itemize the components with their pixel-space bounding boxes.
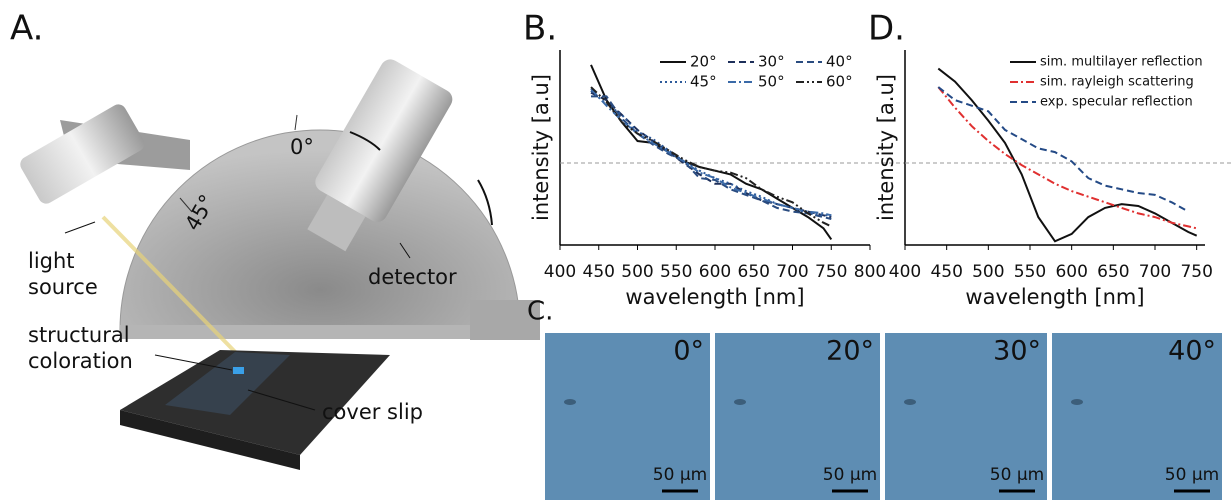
- y-axis-title: intensity [a.u]: [874, 74, 898, 221]
- label: source: [28, 275, 98, 299]
- x-tick-label: 700: [1139, 262, 1171, 282]
- panel-letter: D.: [868, 9, 905, 49]
- series-line: [590, 91, 832, 219]
- x-tick-label: 500: [621, 262, 653, 282]
- angle-label: 0°: [673, 336, 704, 367]
- panel-letter: A.: [10, 9, 43, 49]
- x-tick-label: 800: [854, 262, 886, 282]
- series-line: [937, 67, 1198, 243]
- label: coloration: [28, 349, 133, 373]
- legend-label: sim. rayleigh scattering: [1040, 75, 1194, 90]
- series-line: [590, 90, 832, 217]
- x-tick-label: 650: [1097, 262, 1129, 282]
- speck: [1071, 399, 1083, 405]
- speck: [734, 399, 746, 405]
- x-tick-label: 450: [583, 262, 615, 282]
- scale-label: 50 µm: [1165, 465, 1219, 485]
- panel-letter: B.: [523, 9, 557, 49]
- legend-label: 40°: [826, 53, 853, 71]
- x-tick-label: 750: [815, 262, 847, 282]
- x-tick-label: 550: [660, 262, 692, 282]
- series-line: [590, 86, 832, 228]
- legend-label: exp. specular reflection: [1040, 95, 1193, 110]
- legend-label: 30°: [758, 53, 785, 71]
- x-tick-label: 750: [1180, 262, 1212, 282]
- micrograph: [715, 333, 880, 500]
- label: cover slip: [322, 400, 423, 424]
- scale-label: 50 µm: [823, 465, 877, 485]
- legend-label: sim. multilayer reflection: [1040, 55, 1203, 70]
- series-line: [590, 88, 832, 217]
- legend-label: 50°: [758, 73, 785, 91]
- speck: [904, 399, 916, 405]
- x-tick-label: 400: [544, 262, 576, 282]
- label: structural: [28, 323, 130, 347]
- scale-label: 50 µm: [653, 465, 707, 485]
- x-tick-label: 500: [972, 262, 1004, 282]
- legend-label: 45°: [690, 73, 717, 91]
- x-tick-label: 700: [776, 262, 808, 282]
- speck: [564, 399, 576, 405]
- x-tick-label: 550: [1014, 262, 1046, 282]
- micrograph: [1052, 333, 1222, 500]
- series-line: [590, 64, 833, 240]
- micrograph: [885, 333, 1047, 500]
- x-tick-label: 400: [889, 262, 921, 282]
- series-line: [591, 95, 832, 220]
- micrographs: 0° 50 µm 20° 50 µm 30° 50 µm 40° 50 µm: [545, 333, 1222, 500]
- x-tick-label: 600: [699, 262, 731, 282]
- x-tick-label: 650: [738, 262, 770, 282]
- legend-label: 60°: [826, 73, 853, 91]
- angle-label: 30°: [993, 336, 1041, 367]
- x-tick-label: 450: [930, 262, 962, 282]
- angle-label: 40°: [1168, 336, 1216, 367]
- x-tick-label: 600: [1055, 262, 1087, 282]
- label: detector: [368, 265, 457, 289]
- micrograph: [545, 333, 710, 500]
- angle-label: 20°: [826, 336, 874, 367]
- x-axis-title: wavelength [nm]: [625, 285, 804, 309]
- legend-label: 20°: [690, 53, 717, 71]
- scale-label: 50 µm: [990, 465, 1044, 485]
- angle-label: 0°: [290, 135, 314, 159]
- label: light: [28, 249, 75, 273]
- illustration: [20, 59, 540, 470]
- x-axis-title: wavelength [nm]: [965, 285, 1144, 309]
- y-axis-title: intensity [a.u]: [529, 74, 553, 221]
- panel-letter: C.: [527, 297, 553, 327]
- series-line: [937, 86, 1189, 213]
- series-line: [937, 86, 1197, 230]
